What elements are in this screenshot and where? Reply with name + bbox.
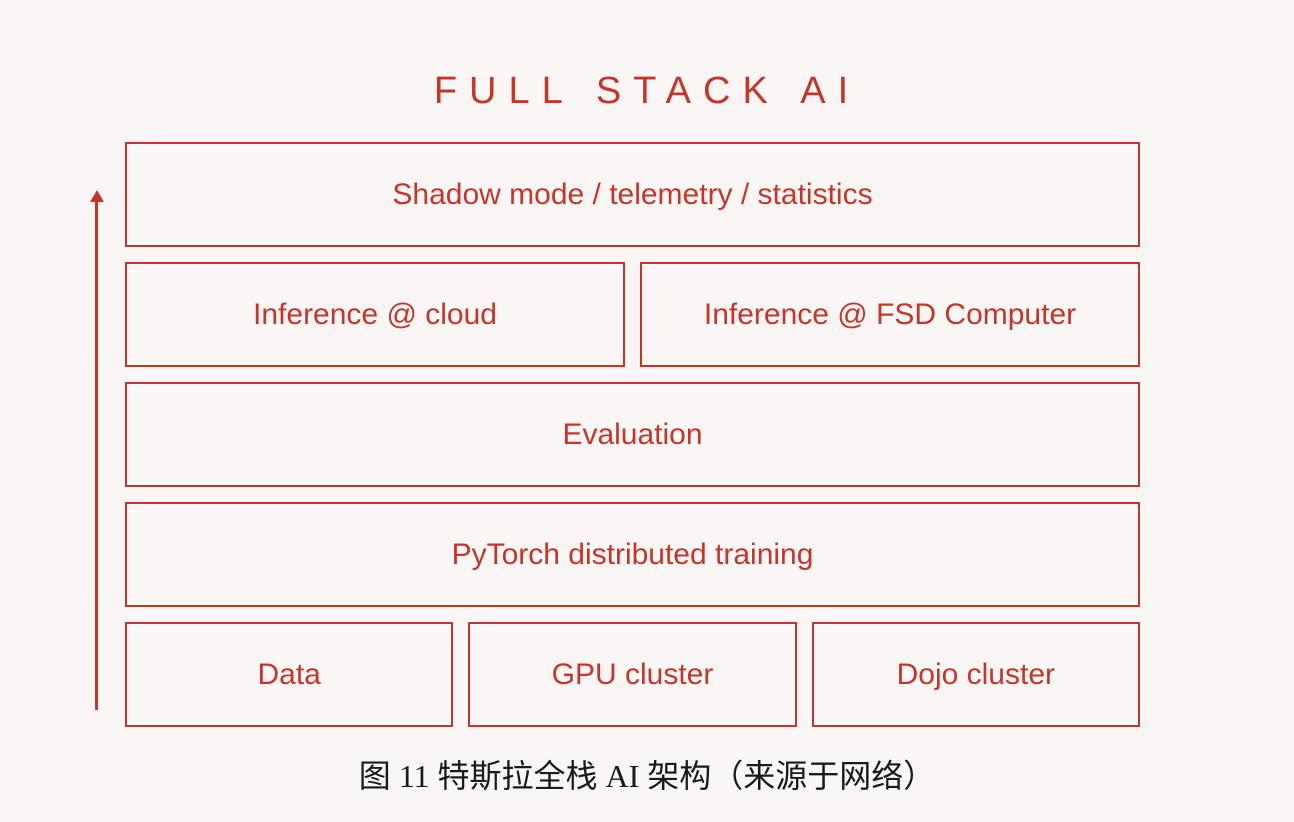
figure-caption: 图 11 特斯拉全栈 AI 架构（来源于网络）	[359, 751, 936, 797]
box-shadow-mode: Shadow mode / telemetry / statistics	[125, 142, 1140, 247]
box-gpu-cluster: GPU cluster	[468, 622, 796, 727]
box-data: Data	[125, 622, 453, 727]
box-dojo-cluster: Dojo cluster	[812, 622, 1140, 727]
layer-row-3: PyTorch distributed training	[125, 502, 1140, 607]
box-inference-cloud: Inference @ cloud	[125, 262, 625, 367]
layer-row-2: Evaluation	[125, 382, 1140, 487]
layer-row-1: Inference @ cloud Inference @ FSD Comput…	[125, 262, 1140, 367]
flow-arrow-icon	[95, 200, 98, 710]
diagram-container: FULL STACK AI Shadow mode / telemetry / …	[0, 0, 1294, 822]
box-pytorch-training: PyTorch distributed training	[125, 502, 1140, 607]
stack-layers: Shadow mode / telemetry / statistics Inf…	[125, 142, 1140, 742]
layer-row-0: Shadow mode / telemetry / statistics	[125, 142, 1140, 247]
box-inference-fsd: Inference @ FSD Computer	[640, 262, 1140, 367]
diagram-title: FULL STACK AI	[434, 70, 860, 113]
box-evaluation: Evaluation	[125, 382, 1140, 487]
layer-row-4: Data GPU cluster Dojo cluster	[125, 622, 1140, 727]
